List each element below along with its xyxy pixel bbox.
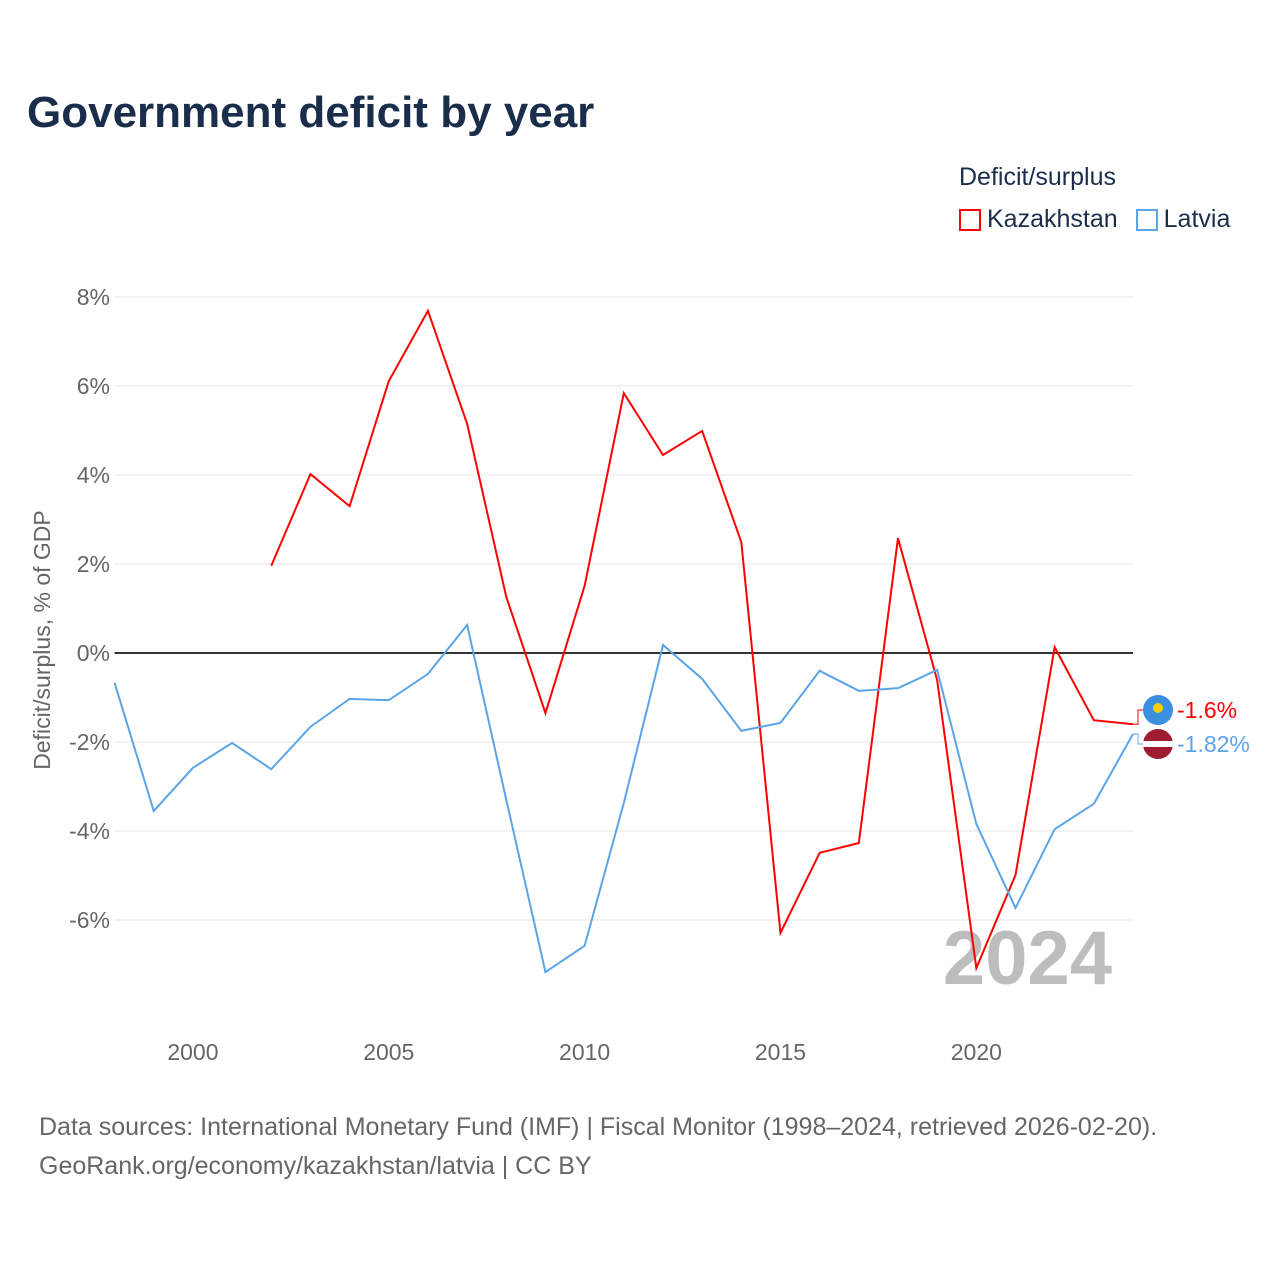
legend-label: Latvia [1163,205,1231,233]
series-line-latvia [113,622,1134,974]
end-value-label: -1.6% [1177,697,1237,723]
label-connector [1133,709,1143,725]
flag-sun [1153,703,1163,713]
x-tick-label: 2020 [951,1039,1002,1065]
y-tick-label: 2% [77,551,110,577]
legend-item-latvia[interactable]: Latvia [1135,205,1231,234]
y-tick-label: 6% [77,373,110,399]
footer: Data sources: International Monetary Fun… [39,1108,1157,1186]
source-text: Data sources: International Monetary Fun… [39,1113,1158,1141]
legend-item-kazakhstan[interactable]: Kazakhstan [959,205,1118,234]
legend-label: Kazakhstan [987,205,1118,233]
x-tick-label: 2005 [363,1039,414,1065]
y-tick-label: 8% [77,284,110,310]
end-value-label: -1.82% [1177,731,1250,757]
year-watermark: 2024 [943,916,1112,1001]
series-line-kazakhstan [270,308,1134,972]
x-tick-label: 2010 [559,1039,610,1065]
legend-swatch [1135,208,1158,231]
legend: Kazakhstan Latvia [959,205,1230,234]
legend-title: Deficit/surplus [959,163,1116,191]
y-tick-label: -6% [69,907,110,933]
y-tick-label: 4% [77,462,110,488]
x-tick-label: 2000 [167,1039,218,1065]
chart-title: Government deficit by year [27,88,595,137]
flag-stripe [1143,741,1173,747]
x-tick-label: 2015 [755,1039,806,1065]
y-axis-label: Deficit/surplus, % of GDP [29,510,55,769]
legend-swatch [959,208,981,231]
label-connector [1133,733,1143,745]
y-tick-label: 0% [77,640,110,666]
y-tick-label: -2% [69,729,110,755]
attribution-link[interactable]: GeoRank.org/economy/kazakhstan/latvia | … [39,1152,592,1180]
y-tick-label: -4% [69,818,110,844]
